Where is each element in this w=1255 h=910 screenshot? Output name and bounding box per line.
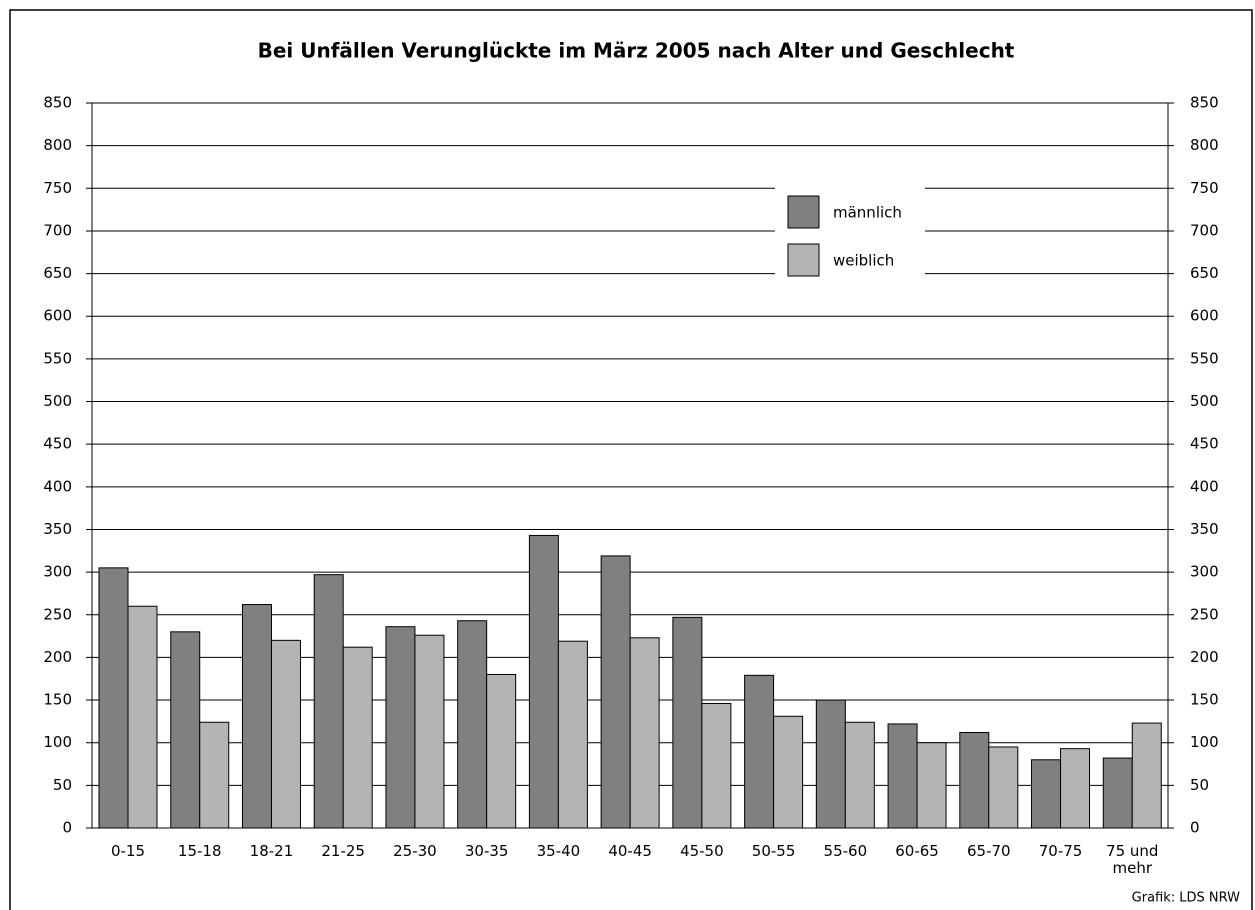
x-tick-label: 40-45 — [608, 842, 652, 860]
x-tick-label: 55-60 — [823, 842, 868, 860]
y2-tick-label: 250 — [1190, 605, 1219, 623]
legend-swatch — [787, 243, 820, 277]
bar — [773, 715, 804, 829]
bar — [600, 555, 631, 829]
y2-tick-label: 400 — [1190, 477, 1219, 495]
y-tick-label: 100 — [43, 733, 72, 751]
y-tick-label: 0 — [62, 819, 72, 837]
y-tick-label: 800 — [43, 136, 72, 154]
y2-tick-label: 300 — [1190, 563, 1219, 581]
bar — [672, 616, 703, 829]
x-tick-label: 0-15 — [110, 842, 146, 860]
y2-tick-label: 700 — [1190, 221, 1219, 239]
bar — [959, 731, 990, 829]
bar — [170, 631, 201, 829]
y-tick-label: 150 — [43, 691, 72, 709]
bar — [629, 637, 660, 829]
bar — [414, 634, 445, 829]
bar — [127, 605, 158, 829]
legend-label: männlich — [833, 204, 902, 222]
bar — [844, 721, 875, 829]
legend-label: weiblich — [833, 252, 894, 270]
bar — [1060, 748, 1091, 829]
y-tick-label: 600 — [43, 307, 72, 325]
y-tick-label: 500 — [43, 392, 72, 410]
x-tick-label: 65-70 — [967, 842, 1011, 860]
x-tick-label: 75 und mehr — [1106, 842, 1159, 877]
bar — [916, 742, 947, 829]
y2-tick-label: 650 — [1190, 264, 1219, 282]
y2-tick-label: 200 — [1190, 648, 1219, 666]
y-tick-label: 450 — [43, 435, 72, 453]
bar — [313, 574, 344, 829]
y2-tick-label: 550 — [1190, 349, 1219, 367]
x-tick-label: 18-21 — [249, 842, 294, 860]
bar — [241, 604, 272, 829]
legend-swatch — [787, 195, 820, 229]
bar — [815, 699, 846, 829]
source-note: Grafik: LDS NRW — [1132, 891, 1240, 906]
frame — [9, 9, 1253, 910]
y2-tick-label: 500 — [1190, 392, 1219, 410]
y2-tick-label: 100 — [1190, 733, 1219, 751]
chart-title: Bei Unfällen Verunglückte im März 2005 n… — [258, 39, 1015, 63]
bar — [457, 620, 488, 829]
y-tick-label: 250 — [43, 605, 72, 623]
bar — [988, 746, 1019, 829]
x-tick-label: 15-18 — [177, 842, 222, 860]
x-tick-label: 50-55 — [751, 842, 796, 860]
bar — [199, 721, 230, 829]
bar — [557, 640, 588, 829]
bar — [1131, 722, 1162, 829]
y2-tick-label: 750 — [1190, 179, 1219, 197]
x-tick-label: 30-35 — [464, 842, 509, 860]
x-tick-label: 60-65 — [895, 842, 939, 860]
y-tick-label: 50 — [53, 776, 72, 794]
y2-tick-label: 0 — [1190, 819, 1200, 837]
bar — [1031, 759, 1062, 829]
y-tick-label: 350 — [43, 520, 72, 538]
bar — [270, 639, 301, 829]
bar — [701, 702, 732, 829]
y2-tick-label: 150 — [1190, 691, 1219, 709]
x-tick-label: 21-25 — [321, 842, 365, 860]
bar — [887, 723, 918, 829]
bar — [528, 534, 559, 829]
bar — [98, 567, 129, 829]
bar — [385, 626, 416, 829]
y-tick-label: 750 — [43, 179, 72, 197]
x-tick-label: 35-40 — [536, 842, 581, 860]
y2-tick-label: 800 — [1190, 136, 1219, 154]
y-tick-label: 400 — [43, 477, 72, 495]
y2-tick-label: 850 — [1190, 94, 1219, 112]
y-tick-label: 300 — [43, 563, 72, 581]
y-tick-label: 200 — [43, 648, 72, 666]
bar — [744, 674, 775, 829]
bar — [1102, 757, 1133, 829]
y-tick-label: 850 — [43, 94, 72, 112]
y2-tick-label: 50 — [1190, 776, 1209, 794]
x-tick-label: 25-30 — [393, 842, 437, 860]
y2-tick-label: 600 — [1190, 307, 1219, 325]
x-tick-label: 45-50 — [680, 842, 724, 860]
y-tick-label: 700 — [43, 221, 72, 239]
y-tick-label: 550 — [43, 349, 72, 367]
bar — [342, 646, 373, 829]
y2-tick-label: 450 — [1190, 435, 1219, 453]
bar — [486, 673, 517, 829]
y2-tick-label: 350 — [1190, 520, 1219, 538]
x-tick-label: 70-75 — [1038, 842, 1083, 860]
y-tick-label: 650 — [43, 264, 72, 282]
